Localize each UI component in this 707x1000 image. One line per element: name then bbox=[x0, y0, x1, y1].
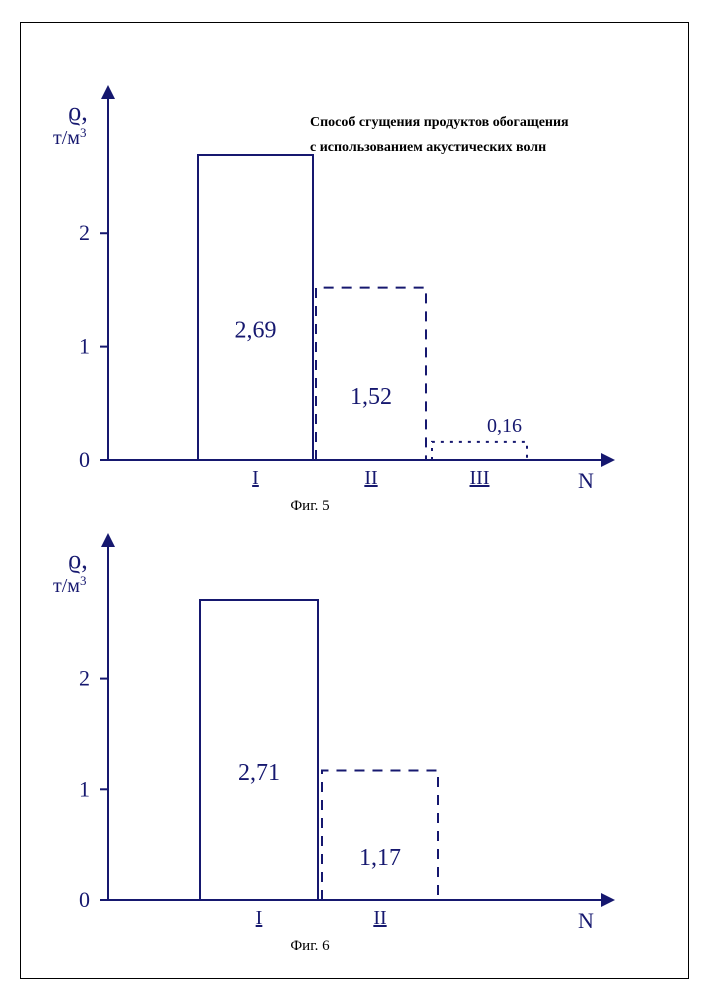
y-axis-label-unit: т/м3 bbox=[53, 573, 86, 598]
bar-III bbox=[432, 442, 527, 460]
category-label: I bbox=[252, 467, 259, 489]
charts-canvas: 012ϱ,т/м3N2,69I1,52II0,16III012ϱ,т/м3N2,… bbox=[0, 0, 707, 1000]
bar-value-label: 0,16 bbox=[487, 415, 522, 437]
y-tick-label: 2 bbox=[79, 666, 90, 691]
y-tick-label: 1 bbox=[79, 776, 90, 801]
bar-I bbox=[200, 600, 318, 900]
bar-I bbox=[198, 155, 313, 460]
y-axis-label-unit: т/м3 bbox=[53, 125, 86, 150]
bar-value-label: 2,71 bbox=[238, 760, 280, 786]
y-axis-label-symbol: ϱ, bbox=[68, 545, 88, 574]
fig5-caption: Фиг. 5 bbox=[270, 498, 350, 515]
category-label: II bbox=[364, 467, 377, 489]
category-label: III bbox=[470, 467, 490, 489]
fig6-caption: Фиг. 6 bbox=[270, 938, 350, 955]
category-label: I bbox=[256, 907, 263, 929]
bar-II bbox=[322, 770, 438, 900]
y-tick-label: 0 bbox=[79, 887, 90, 912]
bar-value-label: 1,52 bbox=[350, 384, 392, 410]
x-axis-label: N bbox=[578, 908, 594, 933]
bar-value-label: 2,69 bbox=[235, 318, 277, 344]
x-axis-label: N bbox=[578, 468, 594, 493]
category-label: II bbox=[373, 907, 386, 929]
bar-value-label: 1,17 bbox=[359, 845, 401, 871]
bar-II bbox=[316, 288, 426, 460]
y-tick-label: 0 bbox=[79, 447, 90, 472]
y-tick-label: 1 bbox=[79, 334, 90, 359]
y-axis-label-symbol: ϱ, bbox=[68, 97, 88, 126]
y-tick-label: 2 bbox=[79, 220, 90, 245]
